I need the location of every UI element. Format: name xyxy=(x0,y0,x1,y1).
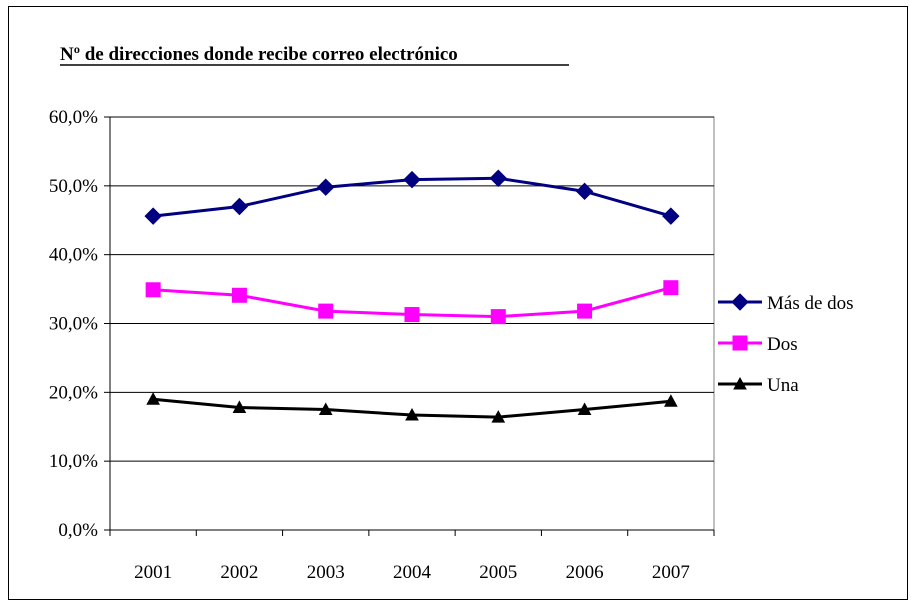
y-tick-label: 20,0% xyxy=(49,382,98,403)
data-point-mas-de-dos xyxy=(403,170,421,189)
series-una xyxy=(146,392,678,423)
legend: Más de dos Dos Una xyxy=(718,293,854,396)
data-point-mas-de-dos xyxy=(230,197,249,216)
data-point-una xyxy=(232,400,247,413)
y-tick-label: 40,0% xyxy=(49,245,98,266)
data-point-mas-de-dos xyxy=(144,207,162,225)
y-tick-label: 0,0% xyxy=(58,520,98,541)
y-tick-labels: 0,0% 10,0% 20,0% 30,0% 40,0% 50,0% 60,0% xyxy=(49,107,98,541)
data-point-mas-de-dos xyxy=(575,182,594,201)
y-tick-label: 50,0% xyxy=(49,176,98,197)
x-tick-label: 2004 xyxy=(393,562,432,583)
x-tick-label: 2002 xyxy=(220,562,258,583)
x-tick-label: 2005 xyxy=(479,562,517,583)
legend-marker-mas-de-dos xyxy=(731,293,749,311)
legend-marker-una xyxy=(733,376,747,390)
data-point-dos xyxy=(404,307,420,323)
y-tick-label: 30,0% xyxy=(49,314,98,335)
legend-label-una: Una xyxy=(767,375,799,396)
legend-label-mas-de-dos: Más de dos xyxy=(767,293,854,314)
x-tick-label: 2006 xyxy=(566,562,604,583)
y-tick-label: 10,0% xyxy=(49,451,98,472)
data-point-una xyxy=(491,410,506,423)
data-point-mas-de-dos xyxy=(317,178,335,196)
data-point-una xyxy=(146,392,160,405)
data-point-una xyxy=(577,402,592,416)
data-point-dos xyxy=(145,282,161,298)
x-tick-label: 2003 xyxy=(307,562,345,583)
data-point-dos xyxy=(318,303,334,319)
x-tick-label: 2001 xyxy=(134,562,172,583)
series-group xyxy=(144,169,680,423)
data-point-dos xyxy=(577,303,593,319)
data-point-una xyxy=(405,408,419,421)
data-point-mas-de-dos xyxy=(489,169,507,187)
data-point-una xyxy=(664,394,678,407)
series-dos xyxy=(145,280,679,325)
series-mas-de-dos xyxy=(144,169,680,225)
legend-label-dos: Dos xyxy=(767,334,798,355)
data-point-dos xyxy=(490,309,506,325)
data-point-mas-de-dos xyxy=(662,207,680,225)
chart-title: Nº de direcciones donde recibe correo el… xyxy=(60,44,458,65)
legend-marker-dos xyxy=(732,335,748,351)
axes xyxy=(104,116,715,536)
x-tick-labels: 2001 2002 2003 2004 2005 2006 2007 xyxy=(134,562,690,583)
x-tick-label: 2007 xyxy=(652,562,690,583)
y-tick-label: 60,0% xyxy=(49,107,98,128)
data-point-una xyxy=(318,402,333,416)
data-point-dos xyxy=(663,280,679,296)
data-point-dos xyxy=(231,287,247,303)
